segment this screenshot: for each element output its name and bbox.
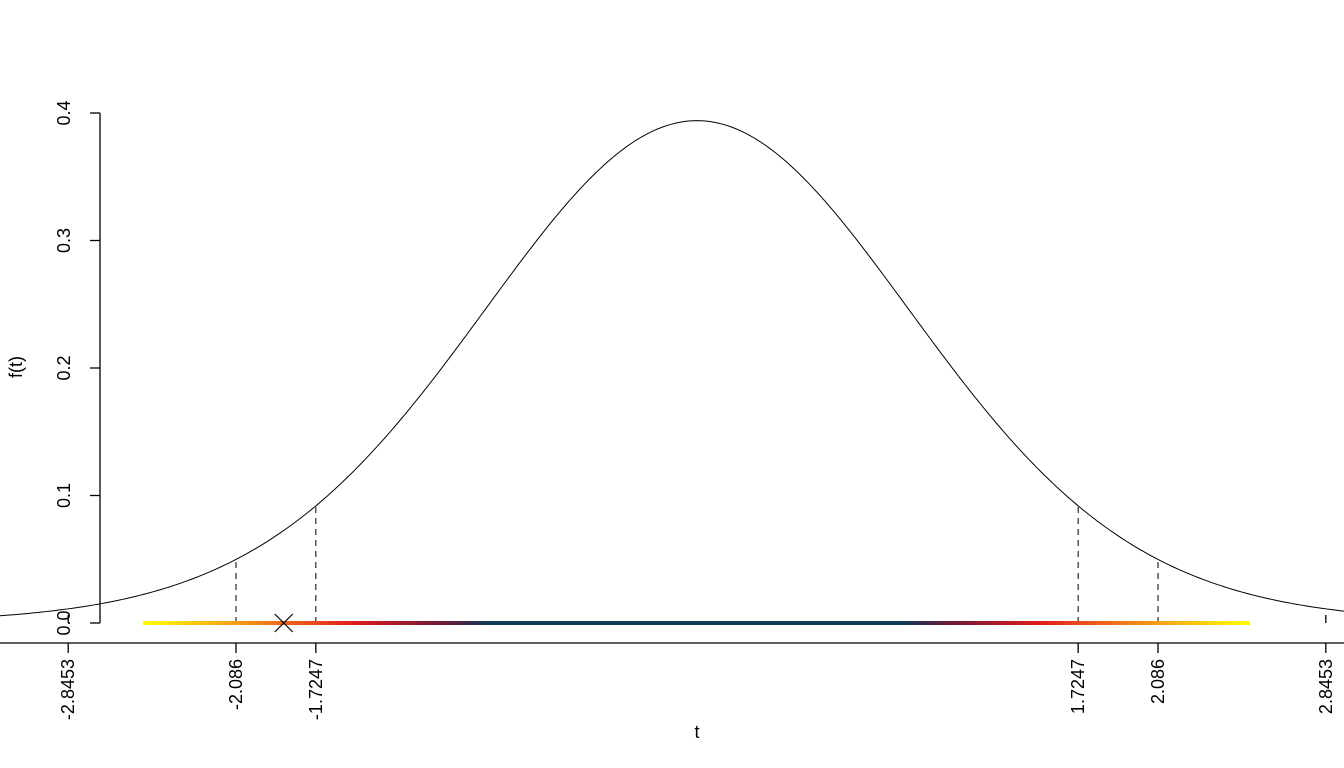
x-axis-title: t — [694, 722, 699, 742]
y-tick-label: 0.0 — [54, 610, 74, 635]
x-tick-label: 1.7247 — [1068, 659, 1088, 714]
density-curve — [0, 120, 1344, 617]
x-tick-label: -1.7247 — [306, 659, 326, 720]
observed-statistic-marker — [274, 613, 294, 633]
y-tick-label: 0.3 — [54, 228, 74, 253]
y-tick-label: 0.1 — [54, 483, 74, 508]
critical-value-lines — [235, 505, 1159, 623]
x-tick-label: 2.086 — [1148, 659, 1168, 704]
y-tick-label: 0.4 — [54, 100, 74, 125]
cross-stroke — [274, 613, 294, 633]
x-tick-label: 2.8453 — [1316, 659, 1336, 714]
gradient-baseline — [143, 621, 1250, 625]
x-axis: -3.8495-2.8453-2.086-1.72471.72472.0862.… — [0, 615, 1344, 720]
x-tick-label: -2.086 — [226, 659, 246, 710]
y-axis: 0.0 0.1 0.2 0.3 0.4 — [54, 100, 101, 636]
x-tick-label: -2.8453 — [58, 659, 78, 720]
y-axis-title: f(t) — [6, 356, 26, 378]
y-tick-label: 0.2 — [54, 355, 74, 380]
